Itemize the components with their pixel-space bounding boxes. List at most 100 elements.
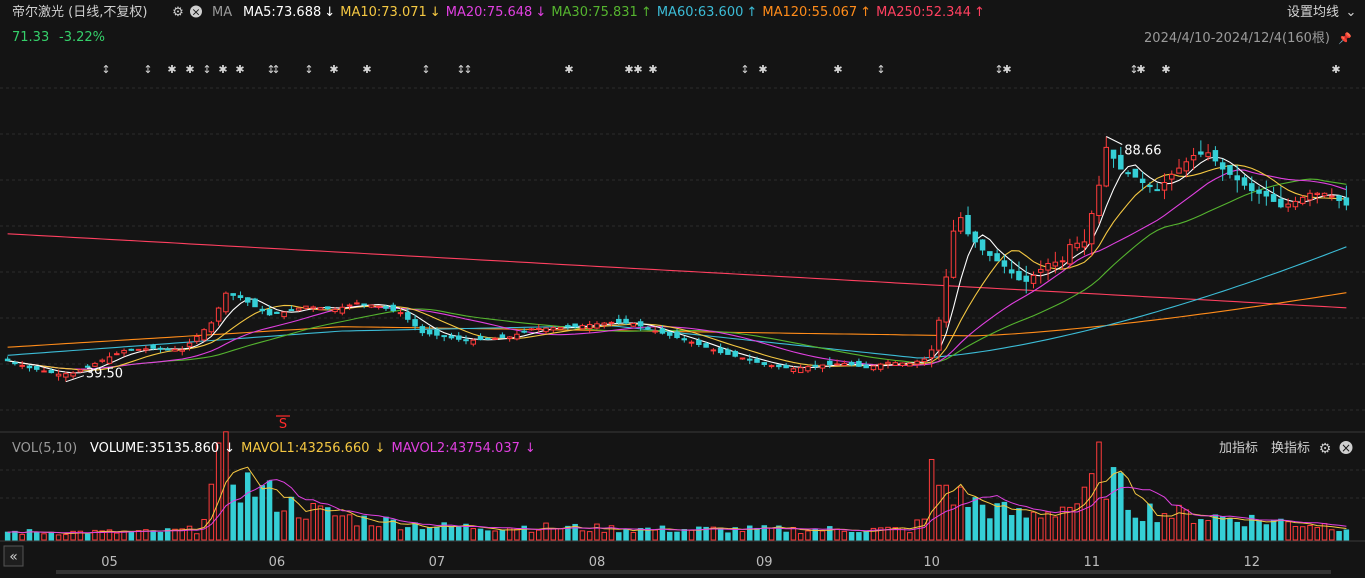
horizontal-scrollbar[interactable] bbox=[56, 570, 1331, 574]
candle bbox=[463, 335, 469, 345]
volume-bar bbox=[790, 526, 797, 541]
volume-value-1: MAVOL1:43256.660 bbox=[241, 441, 369, 456]
candle-body bbox=[339, 306, 346, 314]
event-marker-icon[interactable]: ↕ bbox=[271, 63, 280, 76]
volume-bar bbox=[1249, 514, 1255, 541]
event-marker-icon[interactable]: ↕ bbox=[304, 63, 313, 76]
close-icon-glyph[interactable]: × bbox=[1341, 441, 1351, 455]
candle bbox=[252, 297, 258, 308]
event-marker-icon[interactable]: ✱ bbox=[648, 63, 657, 76]
volume-bar bbox=[1016, 508, 1022, 541]
volume-bar bbox=[863, 530, 869, 541]
candle-body bbox=[303, 305, 309, 309]
event-marker-icon[interactable]: ✱ bbox=[633, 63, 642, 76]
signal-s-marker[interactable]: S bbox=[279, 417, 287, 432]
ma250-line bbox=[7, 233, 1347, 309]
candle bbox=[33, 366, 40, 372]
candle-body bbox=[506, 336, 513, 339]
volume-bar bbox=[164, 528, 171, 541]
volume-bar bbox=[295, 517, 302, 541]
volume-bar bbox=[907, 532, 913, 541]
mavol1-line bbox=[7, 466, 1347, 535]
event-marker-icon[interactable]: ✱ bbox=[1002, 63, 1011, 76]
event-marker-icon[interactable]: ↕ bbox=[143, 63, 152, 76]
switch-indicator-button[interactable]: 换指标 bbox=[1271, 441, 1310, 456]
candle bbox=[1074, 236, 1080, 251]
event-marker-icon[interactable]: ✱ bbox=[1136, 63, 1145, 76]
candle-body bbox=[950, 230, 957, 278]
volume-bar bbox=[1132, 517, 1139, 541]
ma-arrow-2: ↓ bbox=[535, 5, 546, 20]
pin-icon[interactable]: 📌 bbox=[1338, 31, 1352, 45]
event-marker-icon[interactable]: ✱ bbox=[1161, 63, 1170, 76]
candle-body bbox=[921, 358, 928, 363]
gear-icon[interactable]: ⚙ bbox=[172, 5, 184, 20]
candle bbox=[1314, 191, 1321, 204]
event-marker-icon[interactable]: ✱ bbox=[758, 63, 767, 76]
candle bbox=[521, 328, 527, 334]
candle-body bbox=[812, 364, 818, 367]
event-marker-icon[interactable]: ✱ bbox=[185, 63, 194, 76]
volume-bar bbox=[448, 525, 455, 541]
candle-body bbox=[274, 311, 280, 314]
event-marker-icon[interactable]: ↕ bbox=[740, 63, 749, 76]
event-marker-icon[interactable]: ✱ bbox=[329, 63, 338, 76]
event-marker-icon[interactable]: ✱ bbox=[167, 63, 176, 76]
event-marker-icon[interactable]: ✱ bbox=[362, 63, 371, 76]
candle-body bbox=[1139, 178, 1146, 183]
event-marker-icon[interactable]: ✱ bbox=[833, 63, 842, 76]
double-chevron-left-icon[interactable]: « bbox=[9, 549, 18, 565]
candle-body bbox=[659, 328, 666, 334]
gear-icon[interactable]: ⚙ bbox=[1319, 441, 1332, 457]
candle-body bbox=[892, 362, 899, 366]
candle bbox=[215, 306, 222, 326]
candle-body bbox=[827, 360, 833, 365]
ma-settings-button[interactable]: 设置均线 bbox=[1287, 5, 1339, 20]
candle-body bbox=[1329, 195, 1335, 198]
x-tick-label: 12 bbox=[1244, 555, 1261, 570]
close-icon-glyph[interactable]: × bbox=[191, 6, 200, 19]
event-marker-icon[interactable]: ↕ bbox=[456, 63, 465, 76]
candle bbox=[681, 336, 688, 343]
candle bbox=[48, 368, 55, 374]
chevron-down-icon[interactable]: ⌄ bbox=[1346, 5, 1357, 20]
candle-body bbox=[426, 329, 433, 335]
add-indicator-button[interactable]: 加指标 bbox=[1219, 441, 1258, 456]
collapse-button-frame[interactable] bbox=[3, 545, 24, 567]
event-marker-icon[interactable]: ↕ bbox=[101, 63, 110, 76]
candle bbox=[739, 357, 746, 360]
volume-bar bbox=[536, 529, 542, 541]
candle-body bbox=[354, 302, 360, 305]
stock-title: 帝尔激光 (日线,不复权) bbox=[12, 4, 147, 20]
close-icon[interactable] bbox=[1339, 441, 1353, 454]
candle-body bbox=[455, 335, 462, 340]
event-marker-icon[interactable]: ↕ bbox=[266, 63, 275, 76]
event-marker-icon[interactable]: ✱ bbox=[564, 63, 573, 76]
collapse-button[interactable]: « bbox=[3, 545, 24, 567]
candle bbox=[281, 311, 287, 320]
candle-body bbox=[652, 330, 658, 333]
ma-value-3: MA30:75.831 bbox=[551, 5, 638, 20]
event-marker-icon[interactable]: ✱ bbox=[624, 63, 633, 76]
volume-bar bbox=[1292, 525, 1299, 541]
event-marker-icon[interactable]: ✱ bbox=[1331, 63, 1340, 76]
price-change: -3.22% bbox=[59, 30, 105, 45]
event-marker-icon[interactable]: ↕ bbox=[1129, 63, 1138, 76]
ma-arrow-5: ↑ bbox=[860, 5, 871, 20]
candle-body bbox=[586, 324, 593, 329]
event-marker-icon[interactable]: ↕ bbox=[994, 63, 1003, 76]
event-marker-icon[interactable]: ↕ bbox=[876, 63, 885, 76]
candle-body bbox=[1278, 198, 1284, 208]
x-tick-label: 07 bbox=[429, 555, 446, 570]
close-icon[interactable] bbox=[190, 5, 202, 18]
volume-bar bbox=[1299, 526, 1306, 541]
x-axis: 05 06 07 08 09 10 11 12 bbox=[101, 555, 1260, 570]
candle bbox=[339, 303, 346, 316]
volume-bar bbox=[616, 532, 622, 541]
event-marker-icon[interactable]: ↕ bbox=[421, 63, 430, 76]
candle bbox=[725, 347, 731, 355]
event-marker-icon[interactable]: ↕ bbox=[463, 63, 472, 76]
event-marker-icon[interactable]: ✱ bbox=[218, 63, 227, 76]
event-marker-icon[interactable]: ↕ bbox=[202, 63, 211, 76]
event-marker-icon[interactable]: ✱ bbox=[235, 63, 244, 76]
